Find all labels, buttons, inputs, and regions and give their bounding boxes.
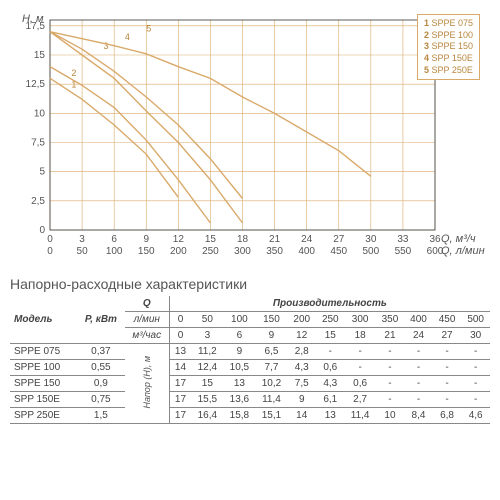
svg-text:2,5: 2,5	[31, 196, 45, 207]
svg-text:300: 300	[234, 246, 251, 257]
table-row: SPPE 150 0,917151310,27,54,30,6----	[10, 376, 490, 392]
svg-text:100: 100	[106, 246, 123, 257]
svg-text:3: 3	[79, 234, 85, 245]
svg-text:24: 24	[301, 234, 313, 245]
legend-item: 4 SPP 150E	[424, 53, 473, 65]
svg-text:30: 30	[365, 234, 377, 245]
legend-item: 2 SPPE 100	[424, 30, 473, 42]
chart-legend: 1 SPPE 0752 SPPE 1003 SPPE 1504 SPP 150E…	[417, 14, 480, 80]
table-row: SPP 250E 1,51716,415,815,1141311,4108,46…	[10, 408, 490, 424]
svg-text:6: 6	[111, 234, 117, 245]
performance-table: Модель P, кВт Q Производительность л/мин…	[10, 296, 490, 424]
table-row: SPPE 100 0,551412,410,57,74,30,6-----	[10, 360, 490, 376]
svg-text:400: 400	[298, 246, 315, 257]
legend-item: 3 SPPE 150	[424, 41, 473, 53]
svg-text:18: 18	[237, 234, 249, 245]
svg-text:33: 33	[397, 234, 409, 245]
svg-text:0: 0	[47, 246, 53, 257]
svg-text:150: 150	[138, 246, 155, 257]
svg-text:15: 15	[34, 50, 46, 61]
legend-item: 5 SPP 250E	[424, 65, 473, 77]
svg-text:50: 50	[77, 246, 89, 257]
svg-text:250: 250	[202, 246, 219, 257]
svg-text:0: 0	[39, 225, 45, 236]
svg-text:27: 27	[333, 234, 345, 245]
table-row: SPP 150E 0,751715,513,611,496,12,7----	[10, 392, 490, 408]
svg-text:5: 5	[39, 167, 45, 178]
svg-text:H, м: H, м	[22, 13, 44, 25]
svg-text:0: 0	[47, 234, 53, 245]
svg-text:500: 500	[362, 246, 379, 257]
pump-chart: 02,557,51012,51517,500350610091501220015…	[10, 10, 490, 270]
svg-text:Q, м³/ч: Q, м³/ч	[441, 233, 476, 245]
svg-text:350: 350	[266, 246, 283, 257]
svg-text:10: 10	[34, 108, 46, 119]
legend-item: 1 SPPE 075	[424, 18, 473, 30]
svg-text:7,5: 7,5	[31, 138, 45, 149]
svg-text:12,5: 12,5	[26, 79, 46, 90]
svg-text:9: 9	[143, 234, 149, 245]
svg-text:36: 36	[429, 234, 441, 245]
svg-text:3: 3	[103, 41, 108, 51]
table-row: SPPE 075 0,37Напор (Н), м1311,296,52,8--…	[10, 344, 490, 360]
section-title: Напорно-расходные характеристики	[10, 276, 490, 292]
svg-text:15: 15	[205, 234, 217, 245]
svg-text:550: 550	[395, 246, 412, 257]
svg-text:12: 12	[173, 234, 185, 245]
svg-text:Q, л/мин: Q, л/мин	[441, 245, 485, 257]
svg-text:2: 2	[71, 68, 76, 78]
svg-text:5: 5	[146, 24, 151, 34]
svg-text:21: 21	[269, 234, 281, 245]
svg-text:450: 450	[330, 246, 347, 257]
svg-text:4: 4	[125, 32, 130, 42]
svg-text:200: 200	[170, 246, 187, 257]
